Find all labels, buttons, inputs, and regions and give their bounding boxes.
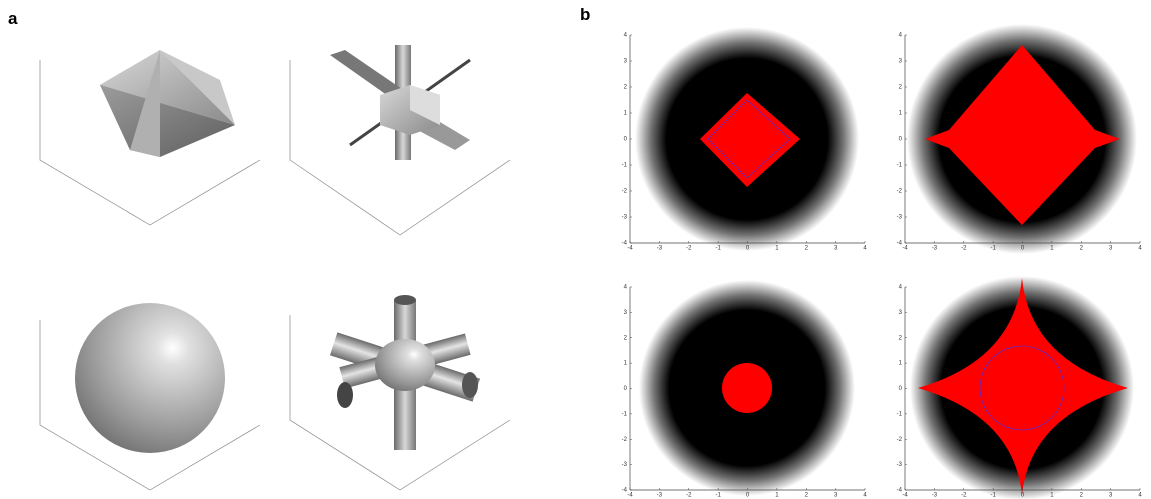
x-tick-label: 0: [746, 246, 750, 252]
scatter-clouds: [635, 24, 1137, 499]
x-tick-label: 0: [1021, 493, 1025, 499]
y-tick-label: 4: [624, 33, 628, 39]
x-tick-label: -4: [627, 493, 633, 499]
tube-shape: [329, 295, 481, 450]
x-tick-label: -3: [657, 493, 663, 499]
y-tick-label: 3: [624, 59, 628, 65]
x-tick-label: 0: [746, 493, 750, 499]
y-tick-label: 4: [899, 285, 903, 291]
panel-label: b: [580, 5, 590, 24]
x-tick-label: -1: [715, 493, 721, 499]
y-tick-label: 1: [899, 361, 903, 367]
x-tick-label: 4: [863, 246, 867, 252]
x-tick-label: 3: [1109, 493, 1113, 499]
x-tick-label: 2: [1080, 493, 1084, 499]
x-tick-label: 3: [1109, 246, 1113, 252]
y-tick-label: 3: [624, 310, 628, 316]
x-tick-label: 4: [863, 493, 867, 499]
y-tick-label: 1: [624, 361, 628, 367]
y-tick-label: 3: [899, 59, 903, 65]
y-tick-label: -4: [622, 241, 628, 247]
y-tick-label: -4: [897, 488, 903, 494]
x-tick-label: -3: [932, 246, 938, 252]
x-tick-label: 1: [1050, 493, 1054, 499]
x-tick-label: -4: [627, 246, 633, 252]
x-tick-label: 4: [1138, 493, 1142, 499]
x-tick-label: -1: [990, 246, 996, 252]
y-tick-label: 1: [899, 111, 903, 117]
x-tick-label: 3: [834, 246, 838, 252]
y-tick-label: 0: [899, 386, 903, 392]
x-tick-label: 2: [1080, 246, 1084, 252]
octahedron: [100, 50, 235, 157]
y-tick-label: 0: [899, 137, 903, 143]
y-tick-label: -4: [897, 241, 903, 247]
x-tick-label: 1: [775, 493, 779, 499]
y-tick-label: -4: [622, 488, 628, 494]
panel-label: a: [8, 9, 18, 28]
y-tick-label: -1: [897, 411, 903, 417]
y-tick-label: 2: [899, 335, 903, 341]
x-tick-label: -2: [686, 246, 692, 252]
y-tick-label: -3: [622, 215, 628, 221]
x-tick-label: 2: [805, 493, 809, 499]
y-tick-label: 4: [624, 285, 628, 291]
x-tick-label: 3: [834, 493, 838, 499]
y-tick-label: -2: [897, 189, 903, 195]
y-tick-label: -2: [897, 437, 903, 443]
y-tick-label: -1: [622, 411, 628, 417]
x-tick-label: -3: [657, 246, 663, 252]
x-tick-label: -2: [686, 493, 692, 499]
x-tick-label: -4: [902, 493, 908, 499]
x-tick-label: 1: [1050, 246, 1054, 252]
x-tick-label: 1: [775, 246, 779, 252]
x-tick-label: 4: [1138, 246, 1142, 252]
x-tick-label: -4: [902, 246, 908, 252]
y-tick-label: -1: [622, 163, 628, 169]
y-tick-label: -3: [622, 462, 628, 468]
y-tick-label: 3: [899, 310, 903, 316]
x-tick-label: -1: [715, 246, 721, 252]
y-tick-label: -1: [897, 163, 903, 169]
y-tick-label: 1: [624, 111, 628, 117]
cross-shape: [330, 45, 471, 160]
y-tick-label: 2: [624, 335, 628, 341]
x-tick-label: 0: [1021, 246, 1025, 252]
x-tick-label: -2: [961, 246, 967, 252]
x-tick-label: 2: [805, 246, 809, 252]
y-tick-label: 2: [624, 85, 628, 91]
y-tick-label: -3: [897, 462, 903, 468]
x-tick-label: -3: [932, 493, 938, 499]
y-tick-label: 2: [899, 85, 903, 91]
x-tick-label: -1: [990, 493, 996, 499]
sphere: [75, 303, 225, 453]
y-tick-label: -2: [622, 437, 628, 443]
y-tick-label: 0: [624, 137, 628, 143]
y-tick-label: 4: [899, 33, 903, 39]
3d-axes: [39, 60, 511, 491]
x-tick-label: -2: [961, 493, 967, 499]
y-tick-label: -3: [897, 215, 903, 221]
y-tick-label: -2: [622, 189, 628, 195]
y-tick-label: 0: [624, 386, 628, 392]
